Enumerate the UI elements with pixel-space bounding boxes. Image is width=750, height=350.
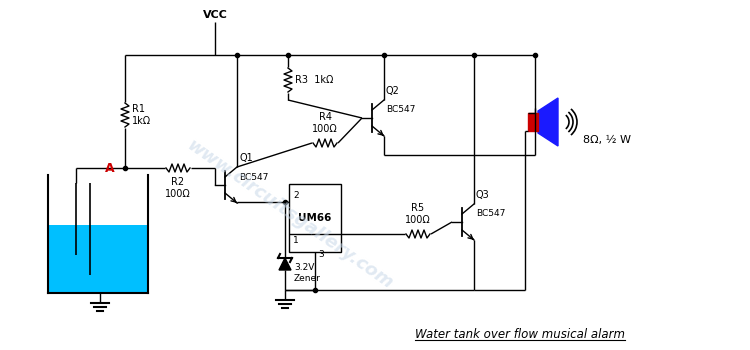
- Polygon shape: [538, 98, 558, 146]
- Text: R4
100Ω: R4 100Ω: [312, 112, 338, 134]
- Polygon shape: [279, 258, 291, 270]
- Text: 8Ω, ½ W: 8Ω, ½ W: [583, 135, 631, 145]
- Text: 1: 1: [293, 236, 298, 245]
- Text: R1
1kΩ: R1 1kΩ: [132, 104, 151, 126]
- FancyBboxPatch shape: [289, 184, 341, 252]
- Text: BC547: BC547: [476, 210, 506, 218]
- Text: UM66: UM66: [298, 213, 332, 223]
- Text: R5
100Ω: R5 100Ω: [405, 203, 430, 225]
- Text: 2: 2: [293, 191, 298, 200]
- Text: BC547: BC547: [386, 105, 416, 114]
- Text: 3: 3: [318, 250, 324, 259]
- Text: www.circuitsgallery.com: www.circuitsgallery.com: [184, 137, 397, 293]
- FancyBboxPatch shape: [49, 225, 147, 292]
- Text: BC547: BC547: [239, 173, 268, 182]
- Text: R3  1kΩ: R3 1kΩ: [295, 75, 333, 85]
- Text: Q3: Q3: [476, 190, 490, 200]
- Text: R2
100Ω: R2 100Ω: [165, 177, 190, 198]
- Polygon shape: [528, 113, 538, 131]
- Text: Q2: Q2: [386, 86, 400, 96]
- Text: VCC: VCC: [202, 10, 227, 20]
- Text: 3.2V
Zener: 3.2V Zener: [294, 263, 321, 283]
- Text: Q1: Q1: [239, 153, 253, 163]
- Text: A: A: [105, 161, 115, 175]
- Text: Water tank over flow musical alarm: Water tank over flow musical alarm: [415, 329, 625, 342]
